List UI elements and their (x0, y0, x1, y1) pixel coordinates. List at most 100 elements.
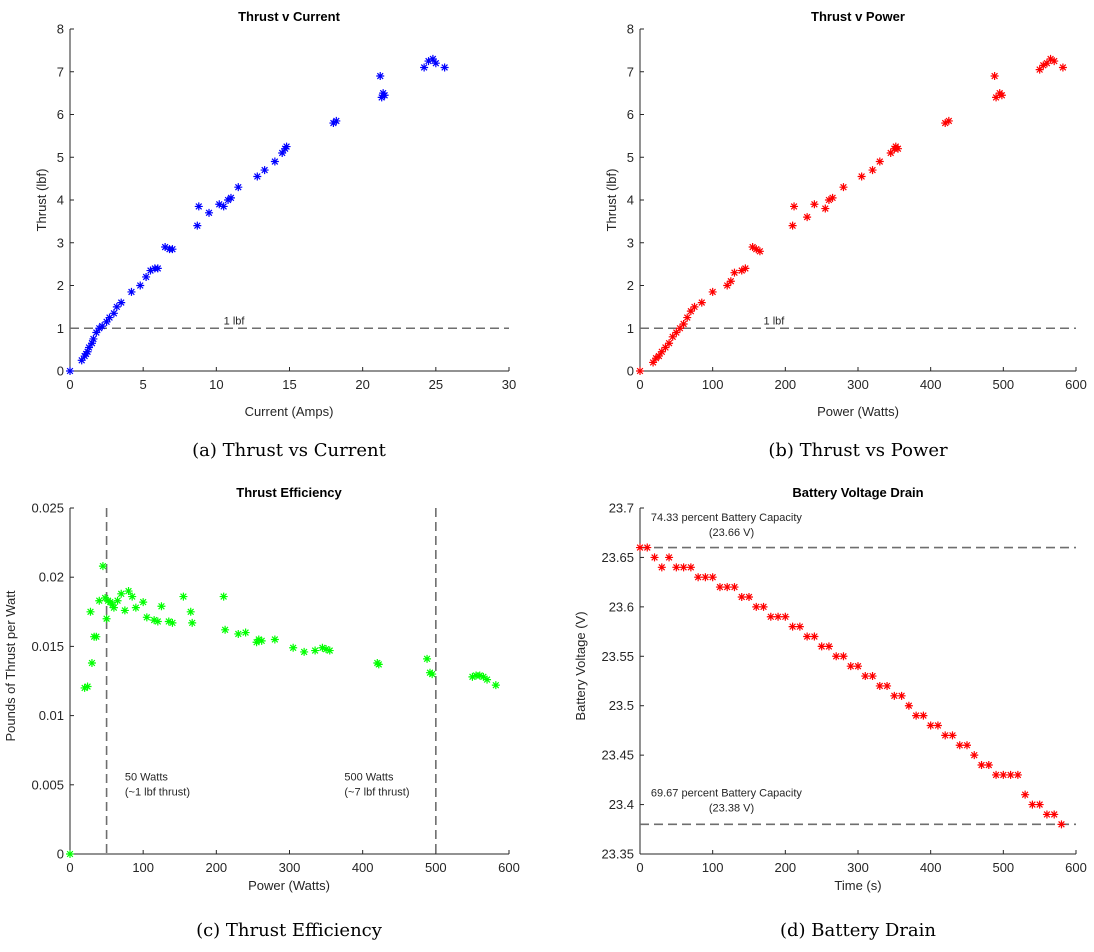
data-point (748, 243, 757, 252)
x-tick-label: 500 (992, 860, 1014, 875)
data-point (766, 612, 775, 621)
data-point (66, 367, 74, 375)
data-point (257, 636, 266, 645)
data-point (679, 319, 688, 328)
data-point (708, 287, 717, 296)
data-point (926, 721, 935, 730)
y-tick-label: 3 (627, 235, 634, 250)
data-point (124, 587, 133, 596)
chart-title: Thrust v Power (811, 9, 905, 24)
x-tick-label: 30 (502, 377, 516, 392)
figure-caption: (c) Thrust Efficiency (196, 920, 383, 941)
data-point (423, 654, 432, 663)
data-point (730, 268, 739, 277)
data-point (992, 93, 1001, 102)
data-point (683, 313, 692, 322)
x-tick-label: 20 (355, 377, 369, 392)
data-point (781, 612, 790, 621)
data-point (318, 643, 327, 652)
data-point (376, 72, 385, 81)
y-tick-label: 23.55 (601, 649, 634, 664)
x-tick-label: 400 (920, 860, 942, 875)
data-point (933, 721, 942, 730)
x-tick-label: 5 (140, 377, 147, 392)
chart-thrust-efficiency: Thrust Efficiency 0 100 200 300 400 500 600 0 0.… (3, 485, 520, 941)
data-point (105, 313, 114, 322)
y-tick-label: 23.4 (609, 797, 634, 812)
data-point (697, 298, 706, 307)
data-point (854, 662, 862, 671)
data-point (219, 592, 228, 601)
plot-area: 0 100 200 300 400 500 600 23.35 23.4 23.45 23.5 23.… (601, 501, 1086, 876)
data-point (300, 647, 309, 656)
y-tick-label: 23.7 (609, 501, 634, 516)
data-point (270, 157, 279, 166)
plot-area: 0 100 200 300 400 500 600 0 1 2 3 4 5 6 7 8 1 lbf (627, 22, 1087, 393)
data-point (260, 166, 269, 175)
data-point (98, 562, 107, 571)
data-point (221, 625, 230, 634)
data-point (120, 606, 129, 615)
data-point (92, 632, 101, 641)
data-point (984, 761, 993, 770)
data-point (737, 266, 746, 275)
data-point (944, 116, 953, 125)
data-point (374, 660, 383, 669)
data-point (708, 573, 717, 582)
data-point (226, 193, 235, 202)
data-point (380, 91, 389, 100)
data-point (1021, 790, 1030, 799)
data-point (179, 592, 188, 601)
data-point (1046, 54, 1055, 63)
y-tick-label: 0.005 (31, 777, 64, 792)
annotation-text: (~7 lbf thrust) (344, 787, 409, 799)
y-tick-label: 0.015 (31, 639, 64, 654)
y-tick-label: 0.025 (31, 501, 64, 516)
data-point (970, 751, 979, 760)
data-point (810, 632, 819, 641)
x-tick-label: 200 (774, 860, 796, 875)
chart-title: Thrust Efficiency (236, 485, 342, 500)
data-point (95, 596, 104, 605)
data-point (1058, 63, 1067, 72)
data-point (117, 589, 126, 598)
data-point (668, 332, 677, 341)
y-tick-label: 1 (57, 321, 64, 336)
figure-caption: (d) Battery Drain (780, 920, 936, 941)
data-point (886, 148, 895, 157)
chart-title: Battery Voltage Drain (792, 485, 923, 500)
x-tick-label: 600 (1065, 860, 1087, 875)
data-point (636, 367, 644, 375)
data-point (89, 334, 98, 343)
data-point (694, 573, 703, 582)
data-point (941, 119, 950, 128)
data-point (164, 617, 173, 626)
figure-caption: (b) Thrust vs Power (768, 440, 948, 461)
data-point (1042, 59, 1051, 68)
data-point (311, 646, 320, 655)
data-point (690, 302, 699, 311)
y-tick-label: 1 (627, 321, 634, 336)
data-point (941, 731, 950, 740)
data-point (726, 277, 735, 286)
data-point (127, 287, 136, 296)
data-point (420, 63, 429, 72)
y-tick-label: 5 (627, 150, 634, 165)
data-point (832, 652, 841, 661)
y-tick-label: 8 (57, 22, 64, 37)
data-point (278, 148, 287, 157)
data-point (83, 347, 92, 356)
data-point (919, 711, 928, 720)
data-point (109, 309, 118, 318)
y-axis-label: Thrust (lbf) (604, 169, 619, 232)
x-tick-label: 25 (429, 377, 443, 392)
data-point (102, 317, 111, 326)
data-point (253, 172, 262, 181)
y-tick-label: 6 (627, 107, 634, 122)
data-point (424, 57, 433, 66)
data-point (131, 603, 140, 612)
data-point (665, 339, 674, 348)
annotation-text: (~1 lbf thrust) (125, 787, 190, 799)
x-tick-label: 10 (209, 377, 223, 392)
y-tick-label: 23.45 (601, 748, 634, 763)
